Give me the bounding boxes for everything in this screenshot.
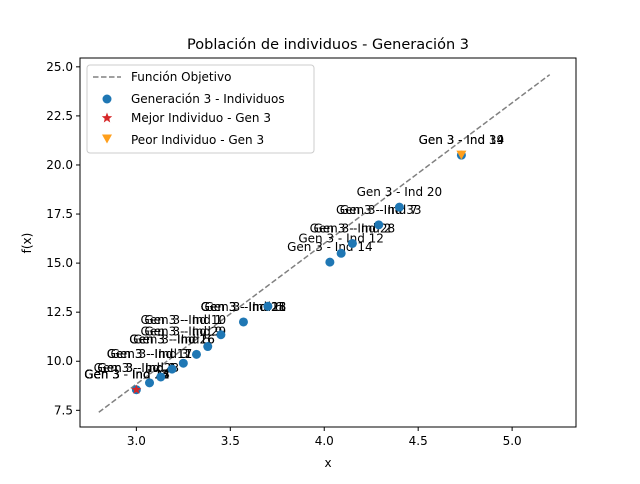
- point-annotation: Gen 3 - Ind 11: [107, 347, 193, 361]
- legend-individuals-swatch: [102, 94, 112, 104]
- point-annotation: Gen 3 - Ind 16: [129, 332, 215, 346]
- point-annotation: Gen 3 - Ind 12: [298, 231, 384, 245]
- point-annotation: Gen 3 - Ind 17: [107, 347, 193, 361]
- point-annotation: Gen 3 - Ind 34: [419, 133, 505, 147]
- individual-point: [394, 202, 404, 212]
- point-annotation: Gen 3 - Ind 13: [84, 368, 170, 382]
- point-annotation: Gen 3 - Ind 8: [97, 361, 175, 375]
- x-tick-label: 4.0: [315, 434, 334, 448]
- y-axis-label: f(x): [20, 233, 34, 254]
- individual-point: [325, 257, 335, 267]
- individual-point: [347, 238, 357, 248]
- y-tick-label: 12.5: [46, 305, 73, 319]
- individual-point: [191, 349, 201, 359]
- point-annotation: Gen 3 - Ind 2: [313, 221, 391, 235]
- individual-point: [178, 358, 188, 368]
- x-tick-label: 3.5: [221, 434, 240, 448]
- point-annotation: Gen 3 - Ind 14: [287, 240, 373, 254]
- point-annotation: Gen 3 - Ind 15: [84, 368, 170, 382]
- legend-individuals-label: Generación 3 - Individuos: [131, 92, 285, 106]
- point-annotation: Gen 3 - Ind 9: [144, 325, 222, 339]
- point-annotation: Gen 3 - Ind 28: [310, 221, 396, 235]
- legend-box: [86, 64, 315, 154]
- y-tick-label: 22.5: [46, 109, 73, 123]
- individual-point: [156, 372, 166, 382]
- point-annotation: Gen 3 - Ind 22: [84, 368, 170, 382]
- x-tick-label: 4.5: [409, 434, 428, 448]
- y-tick-label: 15.0: [46, 256, 73, 270]
- individual-point: [238, 317, 248, 327]
- individual-point: [203, 342, 213, 352]
- point-annotation: Gen 3 - Ind 24: [84, 368, 170, 382]
- y-axis: 7.5 10.0 12.5 15.0 17.5 20.0 22.5 25.0: [46, 60, 80, 417]
- individual-point: [167, 364, 177, 374]
- point-annotation: Gen 3 - Ind 4: [97, 361, 175, 375]
- point-annotation: Gen 3 - Ind 27: [84, 368, 170, 382]
- legend-objective-label: Función Objetivo: [131, 70, 231, 84]
- point-annotation: Gen 3 - Ind 19: [419, 133, 505, 147]
- x-axis: 3.0 3.5 4.0 4.5 5.0: [127, 427, 522, 448]
- point-annotation: Gen 3 - Ind 10: [141, 313, 227, 327]
- plot-frame: [79, 57, 577, 428]
- individual-point: [145, 378, 155, 388]
- chart-title: Población de individuos - Generación 3: [187, 37, 469, 53]
- point-annotation: Gen 3 - Ind 5: [133, 332, 211, 346]
- point-annotation: Gen 3 - Ind 29: [141, 325, 227, 339]
- legend-best-star-swatch: [101, 112, 113, 123]
- point-annotation: Gen 3 - Ind 6: [205, 300, 283, 314]
- objective-function-line: [98, 74, 551, 413]
- x-tick-label: 5.0: [503, 434, 522, 448]
- legend: Función Objetivo Generación 3 - Individu…: [86, 64, 315, 154]
- y-tick-label: 10.0: [46, 354, 73, 368]
- point-annotation: Gen 3 - Ind 20: [357, 185, 443, 199]
- y-tick-label: 20.0: [46, 158, 73, 172]
- legend-worst-triangle-swatch: [102, 134, 112, 144]
- legend-best-label: Mejor Individuo - Gen 3: [131, 111, 271, 125]
- individual-point: [374, 220, 384, 230]
- y-tick-label: 17.5: [46, 207, 73, 221]
- point-annotation: Gen 3 - Ind 26: [129, 332, 215, 346]
- individual-point: [216, 330, 226, 340]
- y-tick-label: 7.5: [54, 403, 73, 417]
- best-individual-marker: [131, 384, 142, 394]
- point-annotation: Gen 3 - Ind 1: [144, 313, 222, 327]
- x-tick-label: 3.0: [127, 434, 146, 448]
- x-axis-label: x: [324, 456, 331, 470]
- worst-individual-marker: [456, 150, 467, 160]
- point-annotation: Gen 3 - Ind 33: [336, 203, 422, 217]
- individual-point: [263, 301, 273, 311]
- point-annotation: Gen 3 - Ind 3: [111, 347, 189, 361]
- individual-point: [336, 248, 346, 258]
- point-annotation: Gen 3 - Ind 23: [94, 361, 180, 375]
- y-tick-label: 25.0: [46, 60, 73, 74]
- legend-worst-label: Peor Individuo - Gen 3: [131, 133, 264, 147]
